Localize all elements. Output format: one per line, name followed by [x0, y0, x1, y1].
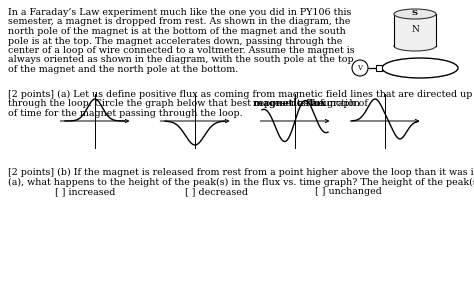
Text: always oriented as shown in the diagram, with the south pole at the top: always oriented as shown in the diagram,…	[8, 55, 354, 65]
Bar	[376, 65, 382, 71]
Text: through the loop. Circle the graph below that best represents the graph of: through the loop. Circle the graph below…	[8, 100, 371, 108]
Circle shape	[352, 60, 368, 76]
Text: [ ] unchanged: [ ] unchanged	[315, 187, 382, 196]
Text: [2 points] (b) If the magnet is released from rest from a point higher above the: [2 points] (b) If the magnet is released…	[8, 168, 474, 177]
Text: [2 points] (a) Let us define positive flux as coming from magnetic field lines t: [2 points] (a) Let us define positive fl…	[8, 90, 473, 99]
Text: (a), what happens to the height of the peak(s) in the flux vs. time graph? The h: (a), what happens to the height of the p…	[8, 178, 474, 187]
Text: In a Faraday’s Law experiment much like the one you did in PY106 this: In a Faraday’s Law experiment much like …	[8, 8, 351, 17]
Text: center of a loop of wire connected to a voltmeter. Assume the magnet is: center of a loop of wire connected to a …	[8, 46, 355, 55]
Text: [ ] increased: [ ] increased	[55, 187, 115, 196]
Text: as a function: as a function	[295, 100, 360, 108]
Ellipse shape	[382, 58, 458, 78]
Text: pole is at the top. The magnet accelerates down, passing through the: pole is at the top. The magnet accelerat…	[8, 37, 342, 45]
Text: of time for the magnet passing through the loop.: of time for the magnet passing through t…	[8, 109, 243, 118]
Ellipse shape	[394, 9, 436, 19]
Text: north pole of the magnet is at the bottom of the magnet and the south: north pole of the magnet is at the botto…	[8, 27, 346, 36]
Text: of the magnet and the north pole at the bottom.: of the magnet and the north pole at the …	[8, 65, 238, 74]
Text: V: V	[357, 64, 363, 72]
Text: semester, a magnet is dropped from rest. As shown in the diagram, the: semester, a magnet is dropped from rest.…	[8, 17, 350, 27]
Bar	[394, 14, 436, 46]
Text: magnetic flux: magnetic flux	[253, 100, 326, 108]
Text: N: N	[411, 25, 419, 35]
Ellipse shape	[394, 41, 436, 51]
Text: [ ] decreased: [ ] decreased	[185, 187, 248, 196]
Text: S: S	[412, 9, 418, 17]
